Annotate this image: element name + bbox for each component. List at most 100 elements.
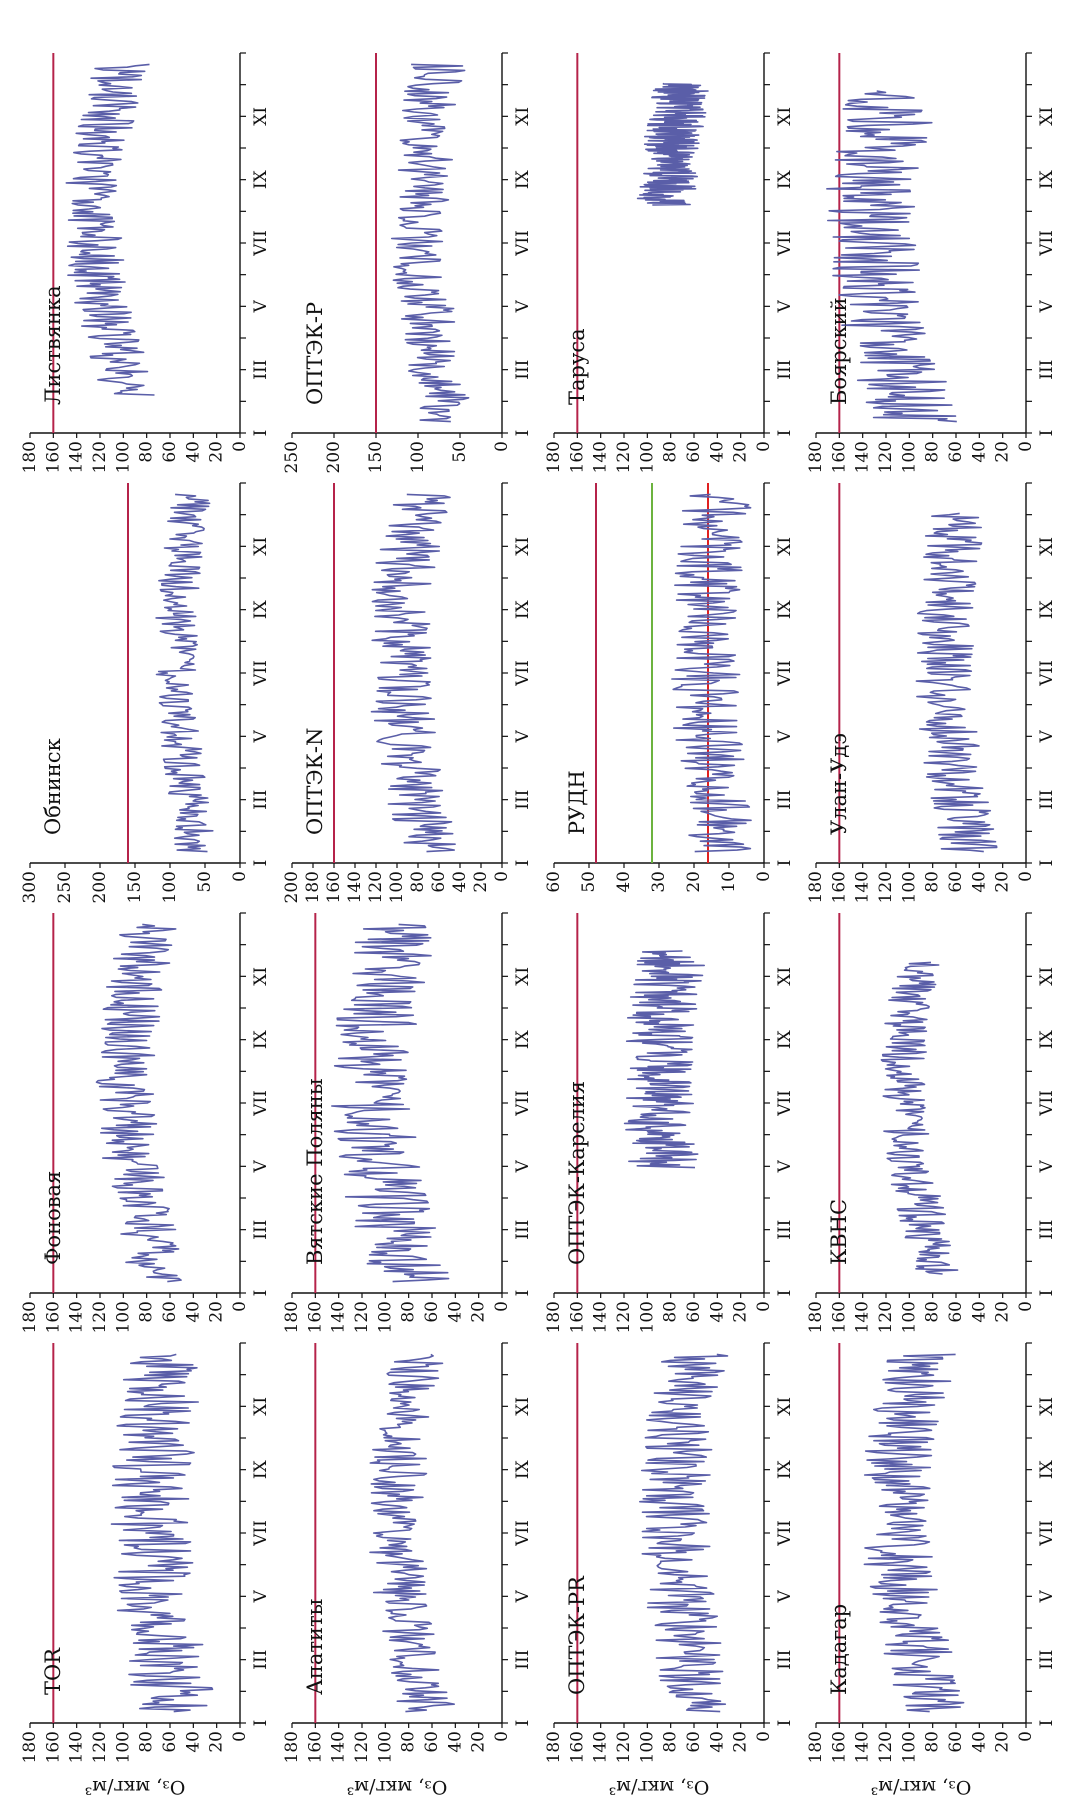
y-tick-label: 140 bbox=[67, 1301, 87, 1333]
x-tick-label: XI bbox=[1037, 107, 1057, 126]
x-tick-label: IX bbox=[251, 1029, 271, 1049]
y-tick-label: 60 bbox=[429, 871, 449, 893]
y-tick-label: 60 bbox=[946, 1301, 966, 1323]
x-tick-label: XI bbox=[513, 967, 533, 986]
x-tick-label: VII bbox=[513, 230, 533, 257]
y-tick-label: 140 bbox=[853, 1301, 873, 1333]
y-tick-label: 50 bbox=[579, 871, 599, 893]
series-line bbox=[826, 90, 957, 423]
x-tick-label: IX bbox=[775, 1459, 795, 1479]
y-tick-label: 140 bbox=[329, 1301, 349, 1333]
panel-title: TOR bbox=[41, 1647, 65, 1695]
x-tick-label: I bbox=[1037, 1290, 1057, 1297]
x-tick-label: IX bbox=[1037, 1459, 1057, 1479]
panel-title: ОПТЭК-Р bbox=[303, 302, 327, 405]
x-tick-label: V bbox=[1037, 1589, 1057, 1603]
x-tick-label: VII bbox=[775, 1520, 795, 1547]
series-line bbox=[369, 1353, 456, 1713]
x-tick-label: IX bbox=[1037, 169, 1057, 189]
y-tick-label: 300 bbox=[20, 871, 40, 903]
panel-title: Улан-Удэ bbox=[827, 733, 851, 835]
x-tick-label: III bbox=[1037, 360, 1057, 380]
y-tick-label: 150 bbox=[366, 441, 386, 473]
x-tick-label: VII bbox=[1037, 230, 1057, 257]
y-tick-label: 140 bbox=[853, 871, 873, 903]
y-tick-label: 200 bbox=[90, 871, 110, 903]
y-tick-label: 180 bbox=[806, 1301, 826, 1333]
x-tick-label: III bbox=[251, 360, 271, 380]
x-tick-label: V bbox=[513, 1589, 533, 1603]
y-tick-label: 160 bbox=[324, 871, 344, 903]
series-line bbox=[390, 63, 470, 423]
y-tick-label: 120 bbox=[90, 1301, 110, 1333]
y-tick-label: 160 bbox=[305, 1731, 325, 1763]
y-tick-label: 40 bbox=[445, 1731, 465, 1753]
panel-7: 020406080100120140160180200IIIIVVIIIXXIО… bbox=[282, 482, 533, 903]
x-tick-label: IX bbox=[775, 1029, 795, 1049]
x-tick-label: VII bbox=[251, 1520, 271, 1547]
x-tick-label: I bbox=[513, 1720, 533, 1727]
y-tick-label: 50 bbox=[450, 441, 470, 463]
x-tick-label: I bbox=[513, 430, 533, 437]
y-tick-label: 100 bbox=[899, 1301, 919, 1333]
x-tick-label: III bbox=[513, 790, 533, 810]
panel-12: 020406080100120140160180IIIIVVIIIXXIТару… bbox=[544, 52, 795, 473]
y-tick-label: 40 bbox=[969, 441, 989, 463]
x-tick-label: III bbox=[513, 1220, 533, 1240]
y-tick-label: 160 bbox=[829, 871, 849, 903]
series-line bbox=[330, 923, 450, 1283]
y-tick-label: 20 bbox=[993, 871, 1013, 893]
series-line bbox=[915, 512, 998, 853]
y-tick-label: 180 bbox=[20, 1301, 40, 1333]
y-tick-label: 40 bbox=[707, 441, 727, 463]
x-tick-label: I bbox=[251, 860, 271, 867]
x-tick-label: III bbox=[775, 790, 795, 810]
x-tick-label: IX bbox=[1037, 1029, 1057, 1049]
y-tick-label: 0 bbox=[230, 1301, 250, 1312]
y-tick-label: 140 bbox=[591, 1731, 611, 1763]
panel-title: Боярский bbox=[827, 297, 851, 405]
x-tick-label: XI bbox=[775, 537, 795, 556]
y-tick-label: 60 bbox=[946, 1731, 966, 1753]
x-tick-label: IX bbox=[251, 169, 271, 189]
series-line bbox=[623, 950, 706, 1169]
y-tick-label: 160 bbox=[567, 441, 587, 473]
x-tick-label: III bbox=[251, 1220, 271, 1240]
y-tick-label: 120 bbox=[614, 441, 634, 473]
x-tick-label: III bbox=[251, 790, 271, 810]
y-tick-label: 30 bbox=[649, 871, 669, 893]
y-tick-label: 0 bbox=[1016, 871, 1036, 882]
panel-title: Апатиты bbox=[303, 1599, 327, 1695]
y-tick-label: 0 bbox=[492, 871, 512, 882]
y-tick-label: 0 bbox=[754, 1731, 774, 1742]
x-tick-label: V bbox=[1037, 729, 1057, 743]
y-tick-label: 140 bbox=[853, 1731, 873, 1763]
x-tick-label: I bbox=[1037, 1720, 1057, 1727]
x-tick-label: VII bbox=[251, 1090, 271, 1117]
y-tick-label: 120 bbox=[876, 871, 896, 903]
y-tick-label: 180 bbox=[806, 441, 826, 473]
y-tick-label: 0 bbox=[230, 1731, 250, 1742]
x-tick-label: VII bbox=[775, 660, 795, 687]
y-tick-label: 0 bbox=[492, 1731, 512, 1742]
y-tick-label: 20 bbox=[469, 1301, 489, 1323]
series-line bbox=[671, 493, 752, 853]
y-tick-label: 120 bbox=[366, 871, 386, 903]
y-tick-label: 160 bbox=[829, 1301, 849, 1333]
y-tick-label: 80 bbox=[137, 441, 157, 463]
x-tick-label: IX bbox=[775, 169, 795, 189]
y-tick-label: 20 bbox=[207, 1301, 227, 1323]
panel-6: 020406080100120140160180IIIIVVIIIXXIВятс… bbox=[282, 912, 533, 1333]
y-tick-label: 100 bbox=[899, 1731, 919, 1763]
series-line bbox=[95, 923, 182, 1283]
x-tick-label: I bbox=[513, 860, 533, 867]
x-tick-label: I bbox=[775, 1720, 795, 1727]
y-tick-label: 80 bbox=[661, 1301, 681, 1323]
panel-title: Кадагар bbox=[827, 1604, 851, 1695]
x-tick-label: IX bbox=[513, 1459, 533, 1479]
y-tick-label: 80 bbox=[923, 871, 943, 893]
y-tick-label: 80 bbox=[408, 871, 428, 893]
